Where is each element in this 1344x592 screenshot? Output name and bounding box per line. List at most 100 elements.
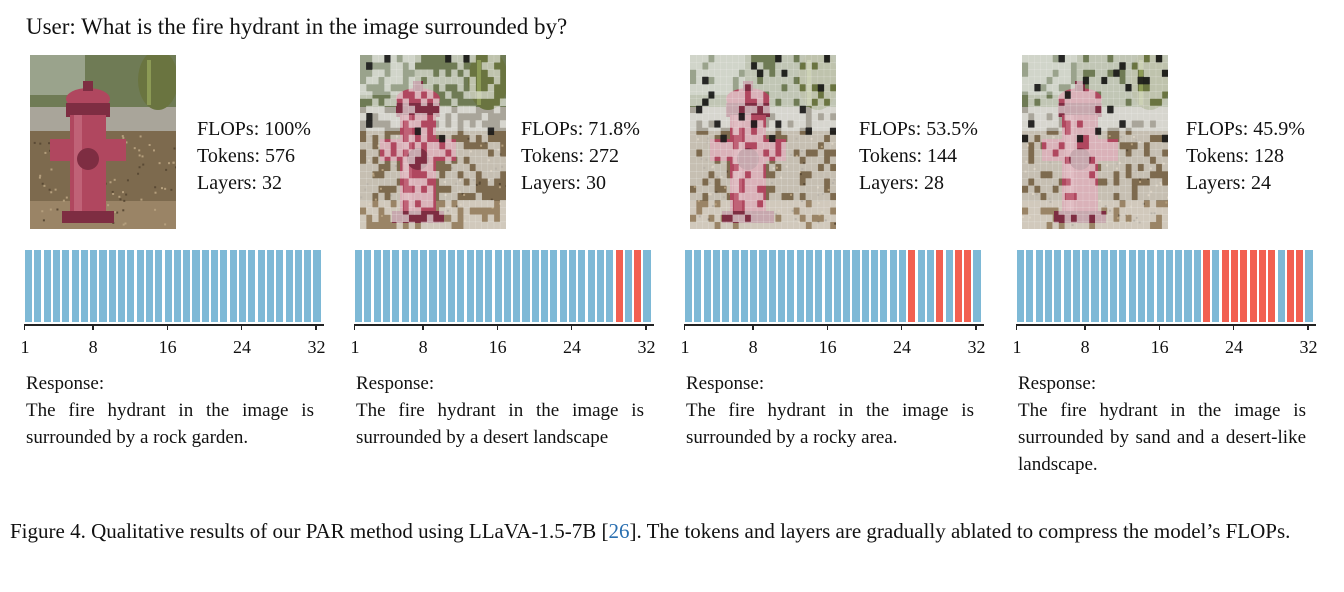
- kept-layer-bar: [1044, 250, 1052, 322]
- axis-tick-label: 32: [967, 337, 986, 357]
- kept-layer-bar: [485, 250, 493, 322]
- kept-layer-bar: [239, 250, 247, 322]
- pruned-layer-bar: [1296, 250, 1304, 322]
- axis-tick-label: 24: [563, 337, 581, 357]
- response-label: Response:: [1018, 373, 1097, 394]
- kept-layer-bar: [90, 250, 98, 322]
- kept-layer-bar: [1137, 250, 1146, 322]
- axis-tick: [901, 324, 903, 330]
- kept-layer-bar: [34, 250, 42, 322]
- kept-layer-bar: [880, 250, 888, 322]
- kept-layer-bar: [1184, 250, 1192, 322]
- kept-layer-bar: [410, 250, 418, 322]
- axis-line: [1016, 324, 1316, 326]
- kept-layer-bar: [201, 250, 209, 322]
- kept-layer-bar: [569, 250, 577, 322]
- axis-tick-label: 24: [233, 337, 251, 357]
- kept-layer-bar: [266, 250, 274, 322]
- kept-layer-bar: [475, 250, 484, 322]
- kept-layer-bar: [1147, 250, 1155, 322]
- kept-layer-bar: [1054, 250, 1062, 322]
- ablation-panel-3: FLOPs: 53.5% Tokens: 144 Layers: 28 1 8 16…: [680, 0, 1004, 490]
- kept-layer-bar: [917, 250, 925, 322]
- kept-layer-bar: [494, 250, 502, 322]
- layer-axis: 1 8 16 24 32: [351, 320, 660, 360]
- kept-layer-bar: [861, 250, 869, 322]
- response-label: Response:: [356, 373, 435, 394]
- kept-layer-bar: [596, 250, 604, 322]
- axis-tick-label: 8: [748, 337, 758, 357]
- kept-layer-bar: [796, 250, 804, 322]
- kept-layer-bar: [926, 250, 934, 322]
- axis-tick: [354, 324, 356, 330]
- axis-tick: [1016, 324, 1018, 330]
- tokens-stat: Tokens: 128: [1186, 145, 1285, 167]
- kept-layer-bar: [778, 250, 786, 322]
- kept-layer-bar: [550, 250, 558, 322]
- kept-layer-bar: [712, 250, 720, 322]
- kept-layer-bar: [513, 250, 521, 322]
- kept-layer-bar: [815, 250, 823, 322]
- kept-layer-bar: [1175, 250, 1183, 322]
- response-label: Response:: [686, 373, 765, 394]
- kept-layer-bar: [457, 250, 465, 322]
- axis-tick: [571, 324, 573, 330]
- pruned-layer-bar: [1221, 250, 1229, 322]
- kept-layer-bar: [1156, 250, 1164, 322]
- layer-bars: [354, 250, 660, 322]
- kept-layer-bar: [787, 250, 795, 322]
- kept-layer-bar: [313, 250, 321, 322]
- kept-layer-bar: [722, 250, 730, 322]
- kept-layer-bar: [1119, 250, 1127, 322]
- stats-block: FLOPs: 71.8% Tokens: 272 Layers: 30: [521, 116, 640, 197]
- kept-layer-bar: [192, 250, 200, 322]
- kept-layer-bar: [694, 250, 702, 322]
- kept-layer-bar: [62, 250, 70, 322]
- kept-layer-bar: [643, 250, 651, 322]
- axis-tick: [315, 324, 317, 330]
- kept-layer-bar: [1091, 250, 1099, 322]
- response-text: The fire hydrant in the image is surroun…: [686, 400, 974, 448]
- kept-layer-bar: [703, 250, 711, 322]
- kept-layer-bar: [429, 250, 437, 322]
- layers-stat: Layers: 24: [1186, 172, 1271, 194]
- kept-layer-bar: [364, 250, 372, 322]
- kept-layer-bar: [229, 250, 237, 322]
- kept-layer-bar: [606, 250, 614, 322]
- axis-tick: [826, 324, 828, 330]
- ablation-panel-2: FLOPs: 71.8% Tokens: 272 Layers: 30 1 8 16…: [351, 0, 674, 490]
- kept-layer-bar: [833, 250, 841, 322]
- layer-axis: 1 8 16 24 32: [1013, 320, 1322, 360]
- pruned-layer-bar: [1231, 250, 1239, 322]
- kept-layer-bar: [373, 250, 381, 322]
- hydrant-photo: [690, 55, 836, 229]
- flops-stat: FLOPs: 100%: [197, 118, 311, 140]
- kept-layer-bar: [248, 250, 256, 322]
- kept-layer-bar: [1035, 250, 1043, 322]
- kept-layer-bar: [294, 250, 302, 322]
- axis-tick: [645, 324, 647, 330]
- response-block: Response: The fire hydrant in the image …: [356, 370, 644, 451]
- kept-layer-bar: [43, 250, 51, 322]
- kept-layer-bar: [257, 250, 265, 322]
- caption-prefix: Figure 4. Qualitative results of our PAR…: [10, 519, 609, 543]
- kept-layer-bar: [382, 250, 390, 322]
- pruned-layer-bar: [908, 250, 916, 322]
- axis-tick-label: 16: [1150, 337, 1169, 357]
- kept-layer-bar: [587, 250, 595, 322]
- flops-stat: FLOPs: 45.9%: [1186, 118, 1305, 140]
- response-label: Response:: [26, 373, 105, 394]
- stats-block: FLOPs: 45.9% Tokens: 128 Layers: 24: [1186, 116, 1305, 197]
- axis-tick-label: 1: [680, 337, 690, 357]
- kept-layer-bar: [1193, 250, 1201, 322]
- citation-link[interactable]: 26: [608, 519, 630, 543]
- kept-layer-bar: [155, 250, 163, 322]
- axis-tick-label: 1: [20, 337, 30, 357]
- hydrant-image: [30, 55, 176, 229]
- pruned-layer-bar: [936, 250, 944, 322]
- kept-layer-bar: [750, 250, 758, 322]
- kept-layer-bar: [624, 250, 632, 322]
- kept-layer-bar: [1110, 250, 1118, 322]
- kept-layer-bar: [220, 250, 228, 322]
- pruned-layer-bar: [1240, 250, 1248, 322]
